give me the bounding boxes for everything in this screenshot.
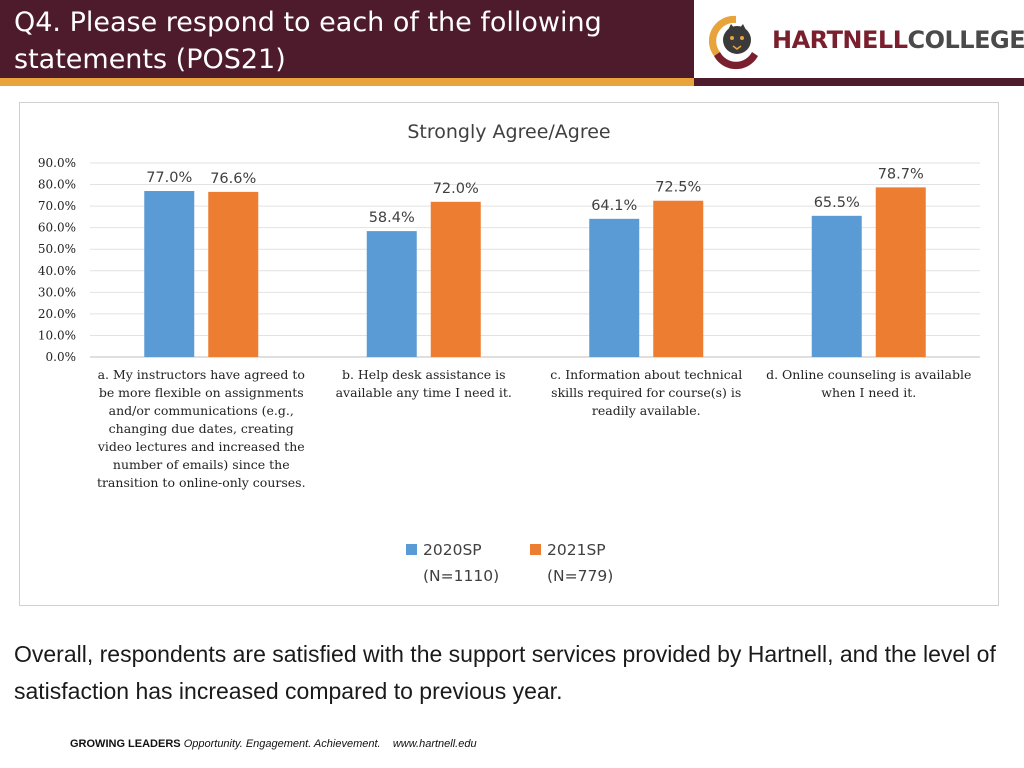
legend-label: 2020SP xyxy=(423,541,482,559)
y-tick-label: 90.0% xyxy=(38,156,76,170)
legend-label: 2021SP xyxy=(547,541,606,559)
bar-2021sp-instructors-flexible xyxy=(208,191,259,357)
legend-swatch-2021sp xyxy=(530,544,541,555)
bar-2020sp-instructors-flexible xyxy=(144,191,195,357)
bar-2021sp-help-desk xyxy=(430,201,481,357)
accent-line-right xyxy=(694,78,1024,86)
chart-frame: Strongly Agree/Agree 0.0% 10.0% 20.0% 30.0% 4… xyxy=(19,102,999,606)
legend-swatch-2020sp xyxy=(406,544,417,555)
data-label: 72.5% xyxy=(655,180,701,196)
bar-2020sp-online-counseling xyxy=(811,215,862,357)
footer-bold: GROWING LEADERS xyxy=(70,738,181,750)
bar-2020sp-technical-info xyxy=(589,218,640,357)
bar-chart: Strongly Agree/Agree 0.0% 10.0% 20.0% 30.0% 4… xyxy=(38,121,980,585)
y-tick-label: 0.0% xyxy=(46,350,77,364)
footer: GROWING LEADERS Opportunity. Engagement.… xyxy=(70,738,477,750)
y-tick-label: 70.0% xyxy=(38,199,76,213)
y-tick-label: 20.0% xyxy=(38,307,76,321)
y-tick-label: 50.0% xyxy=(38,242,76,256)
data-label: 58.4% xyxy=(369,210,415,226)
x-category-label: b. Help desk assistance is available any… xyxy=(335,367,512,400)
footer-url: www.hartnell.edu xyxy=(392,738,477,750)
y-tick-label: 80.0% xyxy=(38,178,76,192)
x-category-label: a. My instructors have agreed to be more… xyxy=(96,367,306,490)
data-label: 78.7% xyxy=(878,166,924,182)
chart-title: Strongly Agree/Agree xyxy=(407,121,610,143)
footer-tagline: Opportunity. Engagement. Achievement. xyxy=(183,738,381,750)
data-label: 77.0% xyxy=(146,170,192,186)
data-label: 65.5% xyxy=(814,195,860,211)
x-category-label: d. Online counseling is available when I… xyxy=(766,367,972,400)
accent-line xyxy=(0,78,694,86)
y-tick-label: 30.0% xyxy=(38,285,76,299)
data-label: 72.0% xyxy=(433,181,479,197)
x-category-label: c. Information about technical skills re… xyxy=(550,367,743,418)
y-tick-label: 40.0% xyxy=(38,264,76,278)
data-label: 76.6% xyxy=(210,171,256,187)
slide-title: Q4. Please respond to each of the follow… xyxy=(14,7,602,75)
college-logo: HARTNELLCOLLEGE xyxy=(706,12,1024,70)
header-bar: Q4. Please respond to each of the follow… xyxy=(0,0,694,78)
logo-text: HARTNELLCOLLEGE xyxy=(772,26,1024,54)
bar-2020sp-help-desk xyxy=(366,231,417,357)
bar-2021sp-online-counseling xyxy=(875,187,926,357)
y-tick-label: 60.0% xyxy=(38,221,76,235)
legend-sublabel: (N=779) xyxy=(547,567,613,585)
summary-text: Overall, respondents are satisfied with … xyxy=(14,641,996,704)
legend-sublabel: (N=1110) xyxy=(423,567,499,585)
bar-2021sp-technical-info xyxy=(653,200,704,357)
data-label: 64.1% xyxy=(591,198,637,214)
panther-emblem-icon xyxy=(708,15,758,70)
y-tick-label: 10.0% xyxy=(38,328,76,342)
